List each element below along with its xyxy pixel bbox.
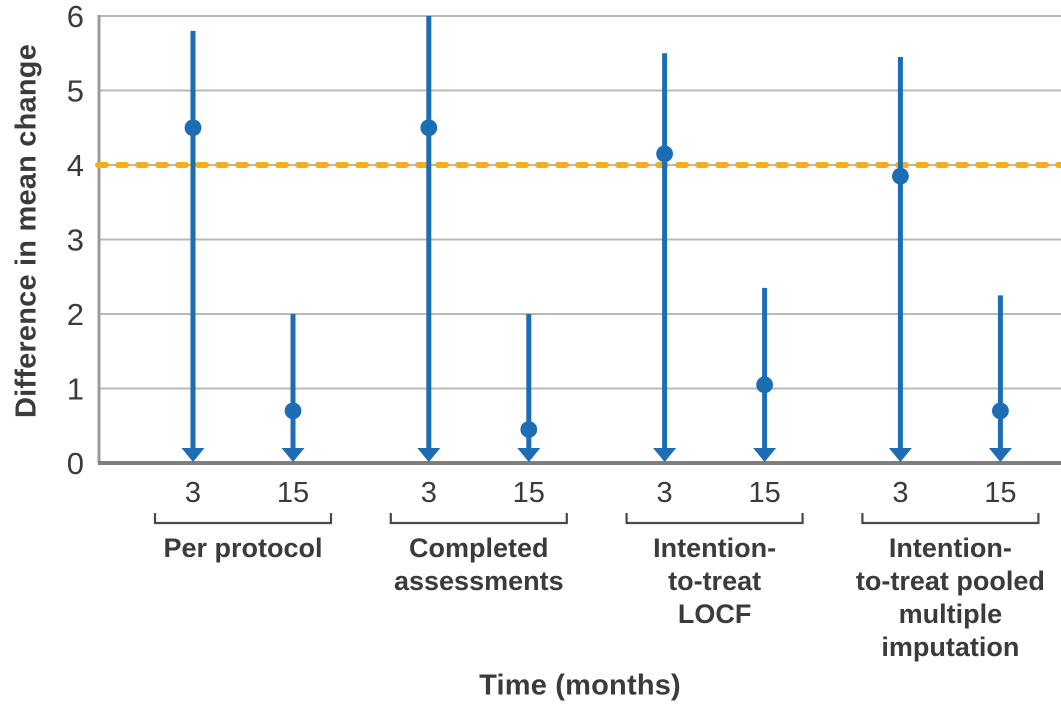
data-point-dot [184,119,202,137]
x-tick-label: 3 [185,477,201,509]
y-tick-label: 6 [67,0,84,34]
ci-arrow-down-icon [517,448,541,462]
y-tick-label: 4 [67,148,84,183]
x-tick-label: 3 [892,477,908,509]
y-tick-label: 5 [67,74,84,109]
ci-arrow-down-icon [888,448,912,462]
data-point-dot [520,421,538,438]
ci-arrow-down-icon [417,448,441,462]
x-axis-title: Time (months) [479,669,681,702]
x-tick-label: 15 [748,477,780,509]
data-point-dot [656,145,673,163]
data-point-dot [756,376,773,394]
group-label: Intention-to-treat LOCF [653,533,776,629]
x-tick-label: 3 [657,477,673,509]
ci-arrow-down-icon [653,448,677,462]
ci-arrow-down-icon [988,448,1012,462]
group-label: Per protocol [163,533,322,563]
y-tick-label: 3 [67,223,84,258]
y-tick-label: 0 [67,446,84,481]
group-bracket [389,513,568,525]
x-tick-label: 3 [421,477,437,509]
x-tick-label: 15 [513,477,545,509]
group-bracket [153,513,333,525]
data-point-dot [284,402,302,420]
y-tick-label: 2 [67,297,84,332]
group-label: Completed assessments [394,533,564,596]
data-point-dot [420,119,438,137]
y-tick-label: 1 [67,372,84,407]
group-label: Intention-to-treat pooled multiple imputat… [856,533,1045,662]
data-point-dot [892,167,909,185]
ci-arrow-down-icon [281,448,305,462]
x-tick-label: 15 [277,477,309,509]
ci-arrow-down-icon [753,448,777,462]
x-tick-label: 15 [984,477,1016,509]
ci-arrow-down-icon [181,448,205,462]
group-bracket [861,513,1040,525]
y-axis-title: Difference in mean change [10,43,43,419]
data-point-dot [992,402,1009,420]
group-bracket [625,513,804,525]
